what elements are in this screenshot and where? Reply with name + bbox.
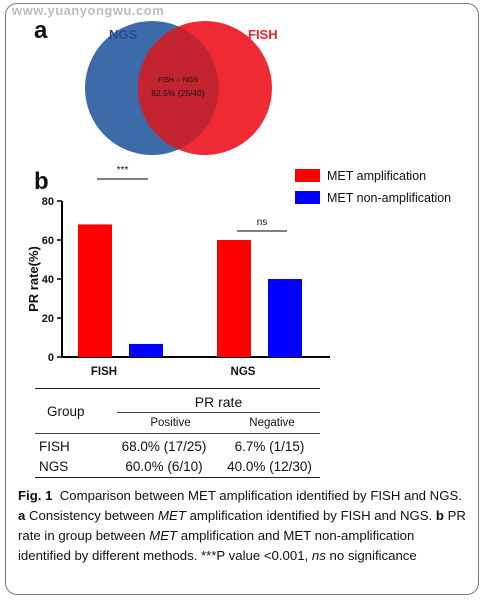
- x-tick-label: NGS: [231, 366, 256, 378]
- table-cell-group: NGS: [39, 459, 69, 474]
- table-cell-negative: 40.0% (12/30): [227, 459, 312, 474]
- caption-ns: ns: [311, 548, 326, 563]
- venn-diagram: NGS FISH FISH ∩ NGS 62.5% (25/40): [85, 21, 278, 155]
- bar-fish-series-2: [129, 343, 163, 357]
- table-header-pr-rate: PR rate: [117, 389, 320, 413]
- caption-gene: MET: [149, 528, 178, 543]
- caption-fig-label: Fig. 1: [18, 488, 53, 503]
- caption-panel-b: b: [435, 508, 444, 523]
- table-subheader-negative: Negative: [249, 417, 295, 429]
- table-row: NGS 60.0% (6/10) 40.0% (12/30): [35, 454, 320, 477]
- legend-swatch-1: [295, 169, 320, 182]
- bar-ngs-series-1: [217, 240, 251, 357]
- legend-swatch-2: [295, 191, 320, 204]
- y-tick-label: 20: [42, 313, 54, 325]
- caption-text: Comparison between MET amplification ide…: [59, 488, 462, 503]
- x-tick-label: FISH: [91, 366, 117, 378]
- venn-overlap-label: FISH ∩ NGS: [158, 77, 198, 84]
- bar-ngs-series-2: [268, 279, 302, 357]
- figure-caption: Fig. 1 Comparison between MET amplificat…: [18, 486, 470, 566]
- watermark: www.yuanyongwu.com: [12, 3, 165, 18]
- y-axis-label: PR rate(%): [26, 246, 41, 312]
- caption-text: PR rate in group between: [18, 508, 466, 543]
- table-cell-positive: 60.0% (6/10): [125, 459, 203, 474]
- bar-chart: 0 20 40 60 80 PR rate(%) FISH NGS *** ns MET ampli…: [26, 165, 451, 378]
- legend-label-2: MET non-amplification: [327, 191, 451, 205]
- panel-b-letter: b: [34, 168, 49, 195]
- significance-label: ***: [117, 165, 129, 176]
- table-cell-group: FISH: [39, 439, 70, 454]
- caption-text: Consistency between: [29, 508, 155, 523]
- table-subheader-positive: Positive: [150, 417, 191, 429]
- caption-text: no significance: [329, 548, 417, 563]
- bar-fish-series-1: [78, 224, 112, 357]
- y-tick-label: 0: [48, 352, 54, 364]
- venn-label-ngs: NGS: [109, 27, 138, 42]
- venn-label-fish: FISH: [248, 27, 278, 42]
- y-tick-label: 80: [42, 196, 54, 208]
- table-cell-positive: 68.0% (17/25): [121, 439, 207, 454]
- pr-rate-table: Group PR rate Positive Negative FISH 68.…: [35, 388, 320, 478]
- caption-gene: MET: [158, 508, 186, 523]
- significance-label: ns: [257, 217, 268, 228]
- caption-text: amplification identified by FISH and NGS…: [189, 508, 433, 523]
- table-row: FISH 68.0% (17/25) 6.7% (1/15): [35, 434, 320, 454]
- legend-label-1: MET amplification: [327, 169, 426, 183]
- panel-a-letter: a: [34, 17, 48, 44]
- venn-overlap-value: 62.5% (25/40): [151, 88, 205, 98]
- y-tick-label: 60: [42, 235, 54, 247]
- caption-text: amplification and MET non-amplification …: [18, 528, 415, 563]
- venn-overlap: [138, 21, 219, 155]
- table-header-group: Group: [47, 403, 85, 419]
- table-cell-negative: 6.7% (1/15): [234, 439, 305, 454]
- caption-panel-a: a: [18, 508, 26, 523]
- y-tick-label: 40: [42, 274, 54, 286]
